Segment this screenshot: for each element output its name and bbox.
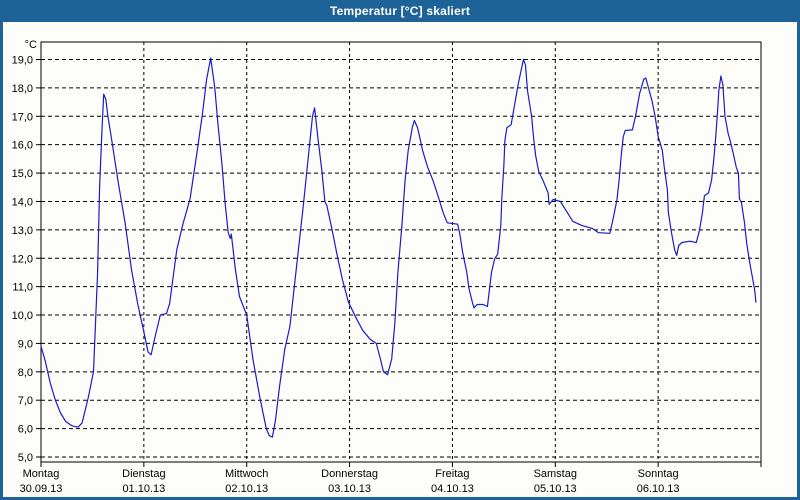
y-tick-label: 14,0 [12,196,33,208]
x-day-label: Dienstag [122,468,165,480]
x-date-label: 02.10.13 [225,483,268,495]
x-day-label: Donnerstag [321,468,378,480]
y-tick-label: 15,0 [12,168,33,180]
y-tick-label: 11,0 [12,282,33,294]
y-tick-label: 5,0 [18,452,33,464]
y-tick-label: 9,0 [18,338,33,350]
window-title: Temperatur [°C] skaliert [329,4,471,18]
x-day-label: Sonntag [638,468,679,480]
y-tick-label: 10,0 [12,310,33,322]
y-tick-label: 18,0 [12,83,33,95]
y-tick-label: 12,0 [12,253,33,265]
x-date-label: 05.10.13 [534,483,577,495]
x-date-label: 04.10.13 [431,483,474,495]
y-tick-label: 7,0 [18,395,33,407]
y-tick-label: 19,0 [12,55,33,67]
y-axis-unit-label: °C [25,39,37,51]
x-day-label: Freitag [435,468,469,480]
x-date-label: 03.10.13 [328,483,371,495]
plot-background [41,42,761,462]
y-tick-label: 13,0 [12,225,33,237]
chart-content: 19,0 18,0 17,0 16,0 15,0 14,0 13,0 12,0 11,0 10,0… [3,22,797,497]
y-tick-label: 17,0 [12,111,33,123]
y-tick-label: 6,0 [18,424,33,436]
x-day-label: Samstag [534,468,577,480]
temperature-chart: 19,0 18,0 17,0 16,0 15,0 14,0 13,0 12,0 11,0 10,0… [12,39,762,495]
plot-border [40,41,762,463]
y-tick-label: 8,0 [18,367,33,379]
x-date-label: 06.10.13 [637,483,680,495]
title-bar[interactable]: Temperatur [°C] skaliert [3,0,797,22]
y-tick-label: 16,0 [12,140,33,152]
temperature-series-line [40,57,757,438]
x-day-label: Mittwoch [225,468,268,480]
x-date-label: 01.10.13 [122,483,165,495]
x-date-label: 30.09.13 [20,483,63,495]
x-day-label: Montag [23,468,60,480]
